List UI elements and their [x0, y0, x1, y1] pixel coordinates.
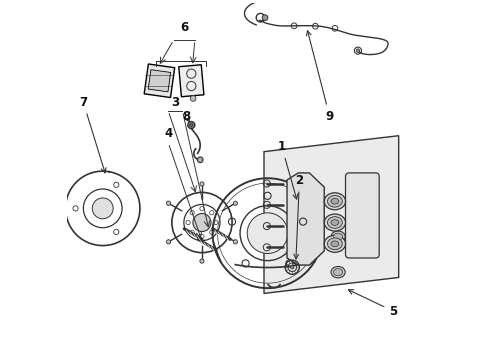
Circle shape	[247, 213, 287, 253]
Circle shape	[166, 201, 170, 205]
Circle shape	[355, 49, 359, 53]
Text: 6: 6	[180, 21, 188, 34]
Circle shape	[200, 259, 203, 263]
Text: 2: 2	[293, 174, 303, 259]
Circle shape	[193, 213, 211, 231]
Text: 9: 9	[306, 31, 333, 123]
Text: 8: 8	[182, 110, 190, 123]
Ellipse shape	[327, 238, 342, 249]
Text: 3: 3	[171, 95, 179, 108]
Circle shape	[262, 15, 267, 21]
Text: 5: 5	[348, 290, 397, 318]
Text: 7: 7	[79, 95, 106, 173]
Ellipse shape	[333, 233, 342, 240]
Circle shape	[189, 123, 193, 127]
Text: 4: 4	[164, 127, 172, 140]
Polygon shape	[148, 70, 170, 92]
Circle shape	[233, 240, 237, 244]
Ellipse shape	[330, 241, 338, 247]
Text: 1: 1	[277, 140, 297, 199]
Ellipse shape	[327, 217, 342, 228]
Circle shape	[200, 182, 203, 186]
Circle shape	[197, 157, 203, 163]
Polygon shape	[286, 173, 324, 265]
Ellipse shape	[333, 269, 342, 276]
Circle shape	[187, 122, 195, 129]
FancyBboxPatch shape	[345, 173, 378, 258]
Ellipse shape	[324, 235, 345, 252]
Ellipse shape	[330, 231, 345, 242]
Circle shape	[233, 201, 237, 205]
Polygon shape	[264, 136, 398, 293]
Ellipse shape	[324, 193, 345, 210]
Ellipse shape	[330, 266, 345, 278]
Circle shape	[92, 198, 113, 219]
Ellipse shape	[330, 220, 338, 225]
Polygon shape	[179, 65, 203, 97]
Polygon shape	[144, 64, 174, 98]
Circle shape	[290, 265, 293, 269]
Ellipse shape	[327, 195, 342, 207]
Circle shape	[166, 240, 170, 244]
Ellipse shape	[324, 214, 345, 231]
Ellipse shape	[330, 198, 338, 204]
Circle shape	[190, 96, 196, 101]
